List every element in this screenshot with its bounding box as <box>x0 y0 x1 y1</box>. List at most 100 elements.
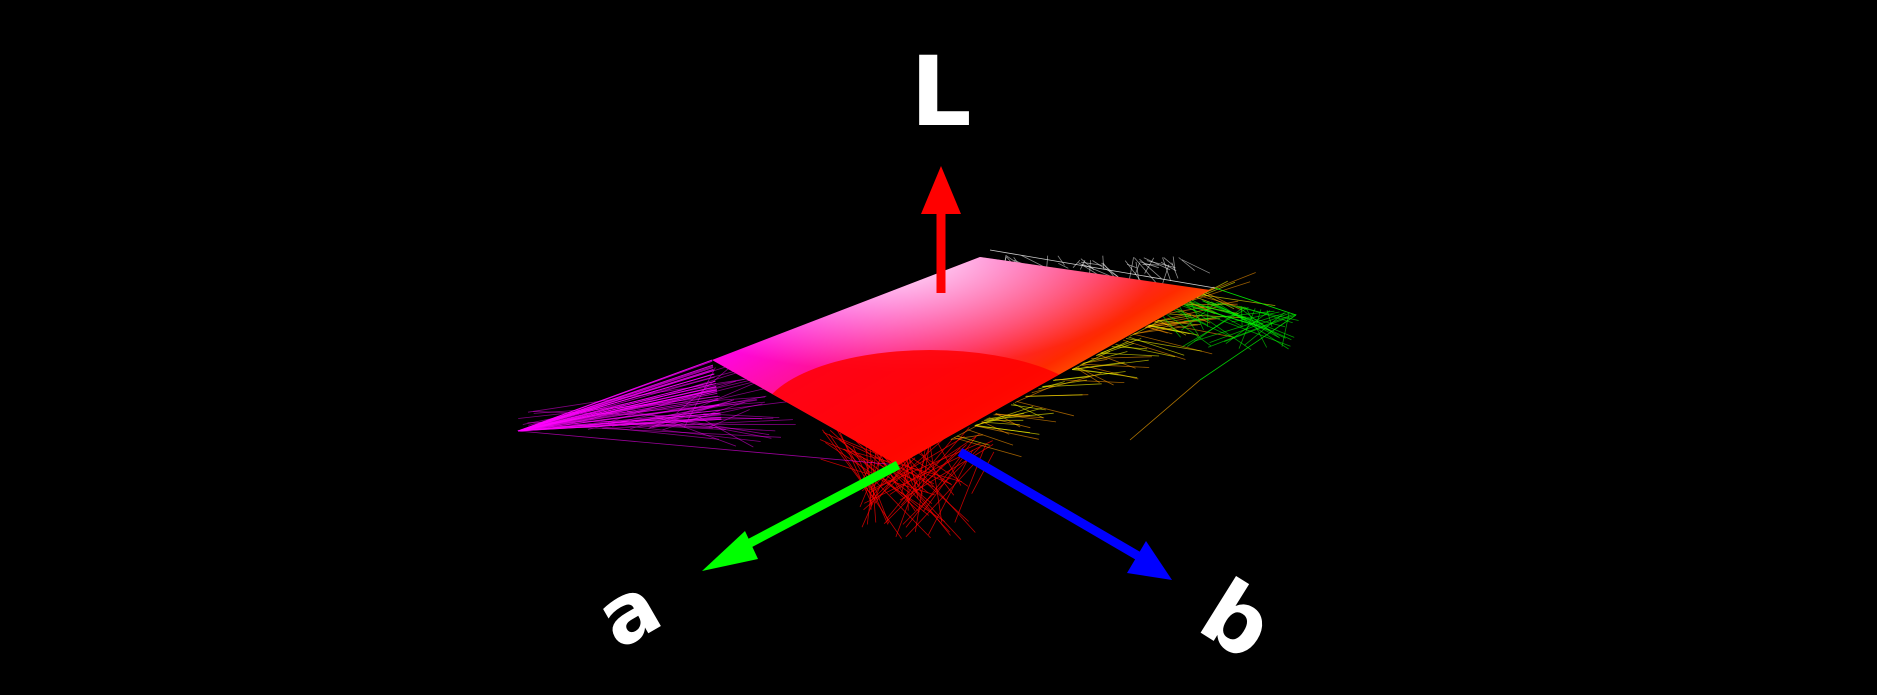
wireframe-edge <box>1097 354 1136 369</box>
wireframe-edge <box>1081 363 1150 368</box>
wireframe-edge <box>1144 257 1155 274</box>
wireframe-edge <box>1072 359 1149 370</box>
wireframe-edge <box>1148 317 1217 326</box>
a-axis-arrowhead <box>702 531 758 571</box>
wireframe-edge <box>517 409 721 432</box>
wireframe-edge <box>531 362 740 428</box>
wireframe-edge <box>1042 379 1087 387</box>
wireframe-edge <box>842 448 963 483</box>
wireframe-edge <box>875 452 916 512</box>
wireframe-edge <box>602 419 793 429</box>
wireframe-edge <box>895 434 934 538</box>
wireframe-edge <box>850 451 929 516</box>
wireframe-edge <box>975 407 1043 426</box>
wireframe-edge <box>825 442 945 522</box>
b-axis-label: b <box>1183 559 1291 680</box>
wireframe-edge <box>839 439 911 494</box>
wireframe-edge <box>605 423 761 442</box>
wireframe-edge <box>1206 272 1256 293</box>
wireframe-edge <box>870 436 965 493</box>
a-axis-label: a <box>581 558 676 668</box>
wireframe-edge <box>1160 261 1177 272</box>
wireframe-edge <box>1191 281 1251 301</box>
wireframe-edge <box>1100 352 1160 357</box>
wireframe-edge <box>517 383 716 432</box>
wireframe-edge <box>989 249 1216 289</box>
wireframe-edge <box>1080 261 1103 266</box>
wireframe-edge <box>1097 341 1129 356</box>
wireframe-edge <box>883 447 961 524</box>
wireframe-edge <box>950 434 984 440</box>
wireframe-edge <box>1091 356 1152 359</box>
wireframe-edge <box>933 435 962 486</box>
wireframe-edge <box>627 424 726 430</box>
wireframe-edge <box>1134 262 1141 275</box>
wireframe-edge <box>1281 313 1290 347</box>
wireframe-edge <box>1133 257 1158 284</box>
wireframe-edge <box>517 386 717 432</box>
wireframe-edge <box>1163 257 1174 266</box>
wireframe-edge <box>1016 401 1074 417</box>
wireframe-edge <box>874 455 933 505</box>
wireframe-edge <box>533 411 762 420</box>
L-axis <box>921 166 961 293</box>
wireframe-edge <box>1214 287 1297 316</box>
wireframe-edge <box>1092 260 1119 277</box>
wireframe-edge <box>1025 394 1083 397</box>
wireframe-edge <box>517 398 719 432</box>
wireframe-edge <box>974 425 1039 440</box>
wireframe-edge <box>517 369 714 432</box>
wireframe-edge <box>865 438 872 510</box>
wireframe-edge <box>1223 314 1297 342</box>
wireframe-edge <box>649 374 774 429</box>
wireframe-edge <box>1162 257 1172 282</box>
wireframe-edge <box>676 361 737 414</box>
wireframe-edge <box>517 404 720 432</box>
wireframe-edge <box>662 401 746 431</box>
wireframe-edge <box>1073 368 1138 379</box>
wireframe-edge <box>1207 301 1292 341</box>
wireframe-edge <box>1115 344 1175 358</box>
wireframe-edge <box>517 364 713 432</box>
wireframe-edge <box>1042 383 1102 388</box>
wireframe-edge <box>1080 258 1095 271</box>
wireframe-edge <box>648 400 733 429</box>
L-axis-arrowhead <box>921 166 961 214</box>
wireframe-edge <box>699 417 754 448</box>
wireframe-edge <box>1244 312 1285 346</box>
wireframe-edge <box>1111 346 1148 350</box>
wireframe-edge <box>852 446 889 525</box>
wireframe-edge <box>967 429 1014 446</box>
wireframe-edge <box>956 435 990 446</box>
wireframe-edge <box>528 365 757 426</box>
wireframe-edge <box>1162 264 1170 284</box>
wireframe-edge <box>1181 259 1211 274</box>
wireframe-edge <box>1255 309 1262 326</box>
wireframe-edge <box>870 457 916 502</box>
wireframe-edge <box>1075 367 1100 383</box>
wireframe-edge <box>517 419 722 432</box>
wireframe-edge <box>1095 343 1134 357</box>
wireframe-edge <box>1054 379 1125 383</box>
wireframe-edge <box>1182 307 1249 347</box>
wireframe-edge <box>1058 262 1069 269</box>
wireframe-edge <box>1183 310 1275 322</box>
wireframe-edge <box>1202 280 1228 295</box>
wireframe-edge <box>1126 263 1137 268</box>
wireframe-edge <box>1129 379 1201 441</box>
wireframe-edge <box>1202 300 1295 338</box>
wireframe-edge <box>1168 313 1246 319</box>
wireframe-edge <box>1072 351 1110 370</box>
wireframe-edge <box>1209 313 1290 343</box>
wireframe-edge <box>864 440 993 504</box>
wireframe-edge <box>1146 326 1173 335</box>
wireframe-edge <box>518 395 720 419</box>
wireframe-edge <box>601 420 776 432</box>
wireframe-edge <box>1010 404 1046 411</box>
wireframe-edge <box>517 430 899 466</box>
wireframe-edge <box>1139 258 1162 279</box>
wireframe-edge <box>954 444 986 523</box>
wireframe-edge <box>975 424 1040 435</box>
wireframe-edge <box>655 415 737 447</box>
